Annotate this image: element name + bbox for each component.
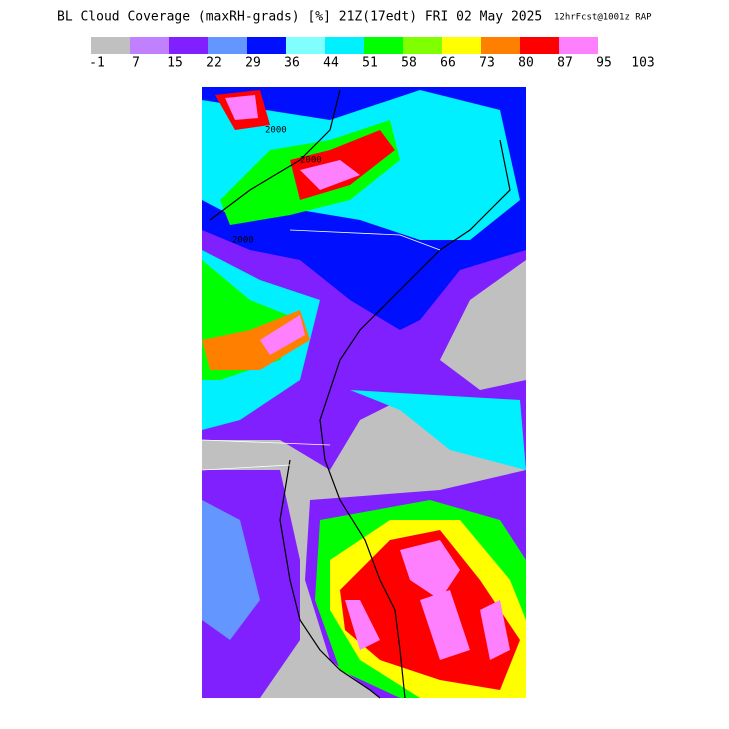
field-region xyxy=(260,315,305,355)
colorbar-swatch xyxy=(442,37,481,54)
colorbar-swatch xyxy=(403,37,442,54)
colorbar-label: 80 xyxy=(518,56,534,71)
field-region xyxy=(225,95,258,120)
colorbar-swatch xyxy=(325,37,364,54)
colorbar-label: 87 xyxy=(557,56,573,71)
field-region xyxy=(300,160,360,190)
colorbar-label: 29 xyxy=(245,56,261,71)
colorbar-swatch xyxy=(520,37,559,54)
colorbar-label: 7 xyxy=(132,56,140,71)
colorbar-label: 95 xyxy=(596,56,612,71)
field-region xyxy=(350,390,526,470)
cloud-field xyxy=(202,87,526,698)
title: BL Cloud Coverage (maxRH-grads) [%] 21Z(… xyxy=(57,10,542,25)
field-region xyxy=(345,540,510,660)
colorbar-label: 36 xyxy=(284,56,300,71)
colorbar: -1 7 15 22 29 36 44 51 58 66 73 80 87 95 103 xyxy=(89,37,655,71)
contour-label: 2000 xyxy=(232,236,254,246)
colorbar-swatch xyxy=(130,37,169,54)
colorbar-label: 73 xyxy=(479,56,495,71)
coastline xyxy=(209,89,511,699)
colorbar-label: 103 xyxy=(631,56,654,71)
map: 2000 2000 2000 xyxy=(201,87,526,699)
field-region xyxy=(202,310,310,370)
colorbar-swatch xyxy=(286,37,325,54)
colorbar-swatch xyxy=(559,37,598,54)
colorbar-swatch xyxy=(481,37,520,54)
colorbar-label: -1 xyxy=(89,56,105,71)
colorbar-swatch xyxy=(91,37,130,54)
colorbar-label: 15 xyxy=(167,56,183,71)
run-info: 12hrFcst@1001z RAP xyxy=(554,13,652,23)
colorbar-swatch xyxy=(208,37,247,54)
colorbar-label: 44 xyxy=(323,56,339,71)
colorbar-swatch xyxy=(247,37,286,54)
contour-label: 2000 xyxy=(300,156,322,166)
colorbar-label: 22 xyxy=(206,56,222,71)
field-region xyxy=(202,500,260,640)
borders xyxy=(201,229,441,471)
colorbar-swatch xyxy=(364,37,403,54)
colorbar-label: 58 xyxy=(401,56,417,71)
colorbar-swatch xyxy=(169,37,208,54)
colorbar-label: 66 xyxy=(440,56,456,71)
contour-label: 2000 xyxy=(265,126,287,136)
colorbar-label: 51 xyxy=(362,56,378,71)
